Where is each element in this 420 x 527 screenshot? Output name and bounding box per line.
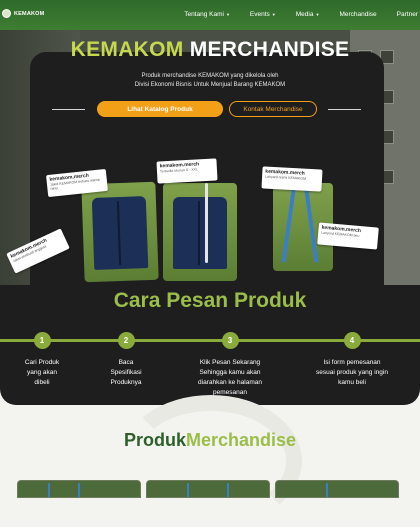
step-line: Produknya <box>110 379 142 386</box>
brand[interactable]: KEMAKOM <box>2 9 44 18</box>
step-line: dibeli <box>34 379 50 386</box>
caret-down-icon: ▼ <box>225 12 230 17</box>
order-steps-title: Cara Pesan Produk <box>113 289 307 312</box>
steps-track-line <box>0 339 420 342</box>
product-card-jacket-front[interactable] <box>163 183 237 281</box>
lanyard-image <box>303 183 319 263</box>
product-card[interactable] <box>275 480 399 498</box>
step-line: diarahkan ke halaman <box>198 379 262 386</box>
step-text: Isi form pemesanan sesuai produk yang in… <box>297 358 407 388</box>
nav-item-label: Events <box>249 11 270 18</box>
product-card[interactable] <box>146 480 270 498</box>
lanyard-icon <box>227 483 229 497</box>
step-line: Spesifikasi <box>110 369 142 376</box>
product-card-jacket[interactable] <box>81 181 159 283</box>
hero-title-rest: MERCHANDISE <box>189 38 350 61</box>
step-line: sesuai produk yang ingin <box>316 369 388 376</box>
lanyard-icon <box>78 483 80 497</box>
navbar: KEMAKOM Tentang Kami ▼ Events ▼ Media ▼ … <box>0 0 420 30</box>
jacket-image <box>91 196 149 270</box>
brand-name: KEMAKOM <box>14 10 45 17</box>
step-text: Klik Pesan Sekarang Sehingga kamu akan d… <box>175 358 285 398</box>
step-2: 2 Baca Spesifikasi Produknya <box>71 332 181 388</box>
nav-item-label: Media <box>295 11 314 18</box>
produk-title: ProdukMerchandise <box>0 430 420 451</box>
hero-title-highlight: KEMAKOM <box>70 38 184 61</box>
nav-item-merchandise[interactable]: Merchandise <box>329 11 386 18</box>
hero-buttons: Lihat Katalog Produk Kontak Merchandise <box>0 101 420 117</box>
step-number: 2 <box>117 332 135 349</box>
product-card[interactable] <box>17 480 141 498</box>
nav-item-label: Merchandise <box>339 11 377 18</box>
nav-item-events[interactable]: Events ▼ <box>240 11 286 18</box>
step-1: 1 Cari Produk yang akan dibeli <box>0 332 97 388</box>
decorative-swirl <box>120 395 302 527</box>
step-line: Baca <box>118 359 134 366</box>
divider-line <box>52 109 85 110</box>
nav-item-partner[interactable]: Partner <box>387 11 420 18</box>
step-line: yang akan <box>27 369 57 376</box>
nav-item-media[interactable]: Media ▼ <box>286 11 330 18</box>
social-tag: kemakom.merch Tersedia ukuran S - XXL <box>156 158 218 184</box>
caret-down-icon: ▼ <box>315 12 320 17</box>
nav-item-label: Tentang Kami <box>184 11 224 18</box>
contact-button[interactable]: Kontak Merchandise <box>229 101 317 117</box>
lanyard-icon <box>187 483 189 497</box>
step-line: Klik Pesan Sekarang <box>199 359 261 366</box>
step-text: Baca Spesifikasi Produknya <box>71 358 181 388</box>
caret-down-icon: ▼ <box>271 12 276 17</box>
lanyard-image <box>281 183 297 263</box>
nav-item-label: Partner <box>396 11 418 18</box>
hero-subtitle: Produk merchandise KEMAKOM yang dikelola… <box>0 72 420 90</box>
step-line: Sehingga kamu akan <box>199 369 261 376</box>
hero-subtitle-line: Produk merchandise KEMAKOM yang dikelola… <box>141 73 279 79</box>
social-tag: kemakom.merch Lanyard resmi KEMAKOM <box>261 166 323 192</box>
step-line: kamu beli <box>338 379 366 386</box>
step-3: 3 Klik Pesan Sekarang Sehingga kamu akan… <box>175 332 285 398</box>
nav-item-tentang-kami[interactable]: Tentang Kami ▼ <box>174 11 240 18</box>
step-number: 1 <box>33 332 51 349</box>
hero-title: KEMAKOM MERCHANDISE <box>0 38 420 62</box>
step-line: pemesanan <box>213 389 247 396</box>
lanyard-icon <box>48 483 50 497</box>
nav-menu: Tentang Kami ▼ Events ▼ Media ▼ Merchand… <box>174 11 420 18</box>
step-4: 4 Isi form pemesanan sesuai produk yang … <box>297 332 407 388</box>
lanyard-icon <box>326 483 328 497</box>
step-line: Cari Produk <box>24 359 60 366</box>
divider-line <box>328 109 361 110</box>
step-number: 4 <box>343 332 361 349</box>
catalog-button[interactable]: Lihat Katalog Produk <box>97 101 223 117</box>
step-number: 3 <box>221 332 239 349</box>
hero-subtitle-line: Divisi Ekonomi Bisnis Untuk Menjual Bara… <box>134 82 286 88</box>
kemakom-logo-icon <box>2 9 11 18</box>
jacket-image <box>173 197 227 269</box>
zipper-strap <box>205 183 208 263</box>
step-text: Cari Produk yang akan dibeli <box>0 358 97 388</box>
window-decor <box>380 50 394 64</box>
produk-title-part1: Produk <box>123 430 186 450</box>
produk-title-part2: Merchandise <box>185 430 297 450</box>
step-line: Isi form pemesanan <box>323 359 381 366</box>
